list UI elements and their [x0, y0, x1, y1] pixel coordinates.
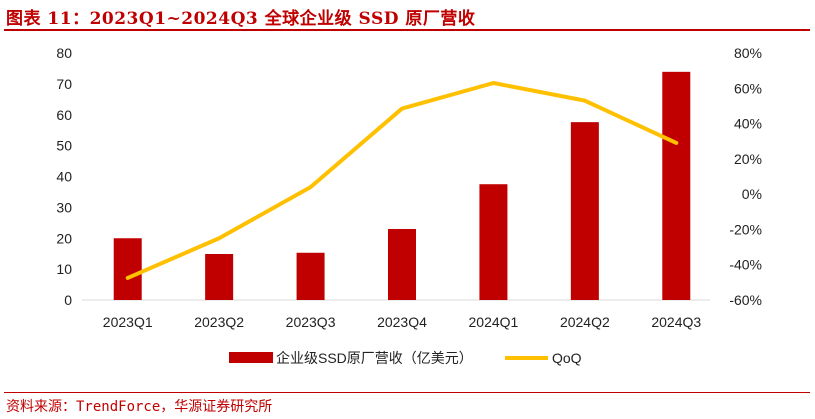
chart: 0 10 20 30 40 50 60 70 80 -60% -40% -20% 0% 20% 40% 60%…	[56, 45, 762, 366]
bar-2023Q4	[388, 228, 416, 300]
right-tick-label: 0%	[742, 186, 762, 202]
legend-swatch-revenue	[229, 352, 273, 363]
x-tick-label: 2023Q4	[377, 314, 427, 330]
x-tick-label: 2023Q3	[286, 314, 336, 330]
x-tick-label: 2023Q2	[194, 314, 244, 330]
title-divider	[4, 29, 810, 31]
right-tick-label: 40%	[734, 116, 762, 132]
legend-label-qoq: QoQ	[552, 350, 582, 366]
x-tick-label: 2024Q2	[560, 314, 610, 330]
bar-2023Q2	[205, 253, 234, 300]
legend-label-revenue: 企业级SSD原厂营收（亿美元）	[276, 350, 473, 366]
right-tick-label: 60%	[734, 80, 762, 96]
left-tick-label: 20	[56, 230, 72, 246]
right-tick-label: -60%	[729, 292, 762, 308]
left-tick-label: 60	[56, 107, 72, 123]
figure-title: 图表 11：2023Q1~2024Q3 全球企业级 SSD 原厂营收	[6, 9, 476, 29]
left-tick-label: 0	[64, 292, 72, 308]
left-tick-label: 80	[56, 45, 72, 61]
right-tick-label: -40%	[729, 257, 762, 273]
source-divider	[4, 392, 810, 393]
right-tick-label: -20%	[729, 221, 762, 237]
right-tick-label: 80%	[734, 45, 762, 61]
right-tick-label: 20%	[734, 151, 762, 167]
bar-2024Q2	[570, 122, 599, 300]
x-tick-label: 2023Q1	[103, 314, 153, 330]
left-tick-label: 10	[56, 261, 72, 277]
left-tick-label: 70	[56, 76, 72, 92]
bar-2024Q1	[479, 184, 508, 300]
x-tick-label: 2024Q1	[469, 314, 519, 330]
source-note: 资料来源：TrendForce，华源证券研究所	[6, 399, 273, 415]
bar-2023Q3	[296, 252, 325, 300]
left-tick-label: 30	[56, 199, 72, 215]
x-tick-label: 2024Q3	[651, 314, 701, 330]
left-tick-label: 40	[56, 169, 72, 185]
bar-2023Q1	[113, 238, 142, 300]
left-tick-label: 50	[56, 138, 72, 154]
bar-2024Q3	[662, 71, 691, 301]
